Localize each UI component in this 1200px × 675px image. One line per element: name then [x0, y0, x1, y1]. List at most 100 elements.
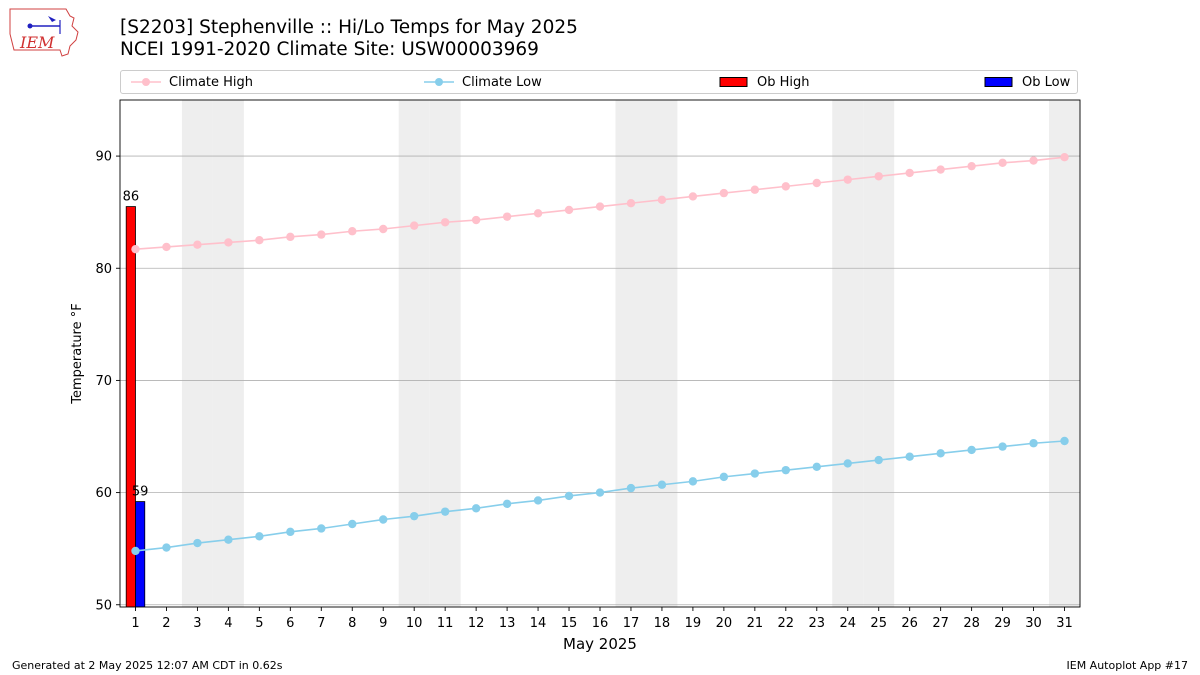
climate-low-point	[502, 499, 512, 509]
climate-low-point	[162, 543, 171, 552]
x-tick-label: 2	[162, 616, 170, 631]
climate-low-point	[843, 459, 852, 468]
weekend-shade	[615, 100, 647, 607]
climate-low-point	[224, 535, 233, 544]
x-tick-label: 15	[561, 616, 578, 631]
climate-low-point	[657, 480, 667, 489]
weekend-shade	[398, 100, 430, 607]
chart-subtitle: NCEI 1991-2020 Climate Site: USW00003969	[120, 39, 539, 60]
climate-low-point	[533, 496, 543, 505]
x-tick-label: 3	[193, 616, 201, 631]
legend-label-ob-low: Ob Low	[1022, 74, 1071, 90]
legend-marker-ob-low	[984, 77, 1013, 87]
x-tick-label: 24	[839, 616, 856, 631]
weekend-shade	[1049, 100, 1080, 607]
y-tick-label: 70	[95, 374, 112, 389]
climate-high-point	[688, 192, 698, 201]
legend-item-ob-low: Ob Low	[984, 71, 1070, 93]
climate-high-point	[750, 185, 760, 194]
x-tick-label: 19	[685, 616, 702, 631]
app-credit: IEM Autoplot App #17	[1066, 659, 1189, 672]
legend-item-climate-low: Climate Low	[424, 71, 542, 93]
climate-low-point	[626, 483, 636, 493]
x-tick-label: 10	[406, 616, 423, 631]
x-tick-label: 20	[716, 616, 733, 631]
climate-high-point	[812, 178, 821, 188]
generated-timestamp: Generated at 2 May 2025 12:07 AM CDT in …	[12, 659, 283, 672]
climate-low-point	[255, 532, 264, 541]
climate-high-point	[533, 209, 543, 218]
climate-high-point	[564, 205, 574, 215]
climate-low-point	[1029, 439, 1038, 448]
bar-label-ob-low: 59	[132, 485, 149, 500]
climate-high-point	[905, 168, 914, 178]
y-tick-label: 80	[95, 262, 112, 277]
climate-high-point	[379, 224, 388, 234]
climate-high-point	[162, 242, 171, 252]
iem-logo: IEM	[9, 8, 79, 57]
x-tick-label: 31	[1056, 616, 1073, 631]
chart-title: [S2203] Stephenville :: Hi/Lo Temps for …	[120, 17, 578, 38]
climate-low-point	[750, 469, 760, 478]
x-tick-label: 8	[348, 616, 356, 631]
x-tick-label: 16	[592, 616, 609, 631]
climate-high-point	[502, 212, 512, 221]
climate-high-point	[224, 238, 233, 247]
x-tick-label: 9	[379, 616, 387, 631]
bar-ob-high	[125, 206, 136, 607]
weekend-shade	[832, 100, 864, 607]
x-tick-label: 21	[747, 616, 764, 631]
climate-high-point	[781, 182, 791, 191]
climate-high-point	[193, 240, 202, 249]
climate-low-point	[967, 445, 976, 455]
climate-low-point	[379, 515, 388, 524]
x-tick-label: 12	[468, 616, 485, 631]
climate-high-point	[409, 221, 419, 230]
y-tick-label: 60	[95, 486, 112, 501]
climate-low-point	[317, 524, 326, 533]
climate-low-point	[812, 462, 821, 471]
y-tick-label: 50	[95, 598, 112, 613]
legend-marker-climate-high	[131, 78, 161, 86]
x-tick-label: 7	[317, 616, 325, 631]
climate-high-point	[317, 230, 326, 239]
x-tick-label: 28	[963, 616, 980, 631]
climate-low-point	[131, 546, 140, 556]
legend-label-climate-high: Climate High	[169, 74, 254, 90]
x-tick-label: 23	[809, 616, 826, 631]
weekend-shade	[646, 100, 678, 607]
legend-label-ob-high: Ob High	[757, 74, 810, 90]
legend-item-ob-high: Ob High	[719, 71, 810, 93]
climate-low-point	[348, 519, 357, 529]
bar-label-ob-high: 86	[123, 190, 140, 205]
weekend-shade	[212, 100, 244, 607]
plot-frame	[119, 99, 1081, 608]
climate-high-point	[440, 218, 450, 227]
x-tick-label: 13	[499, 616, 516, 631]
x-tick-label: 14	[530, 616, 547, 631]
x-tick-label: 22	[778, 616, 795, 631]
climate-low-point	[471, 504, 481, 513]
y-tick-label: 90	[95, 150, 112, 165]
climate-low-point	[409, 511, 419, 521]
x-tick-label: 27	[932, 616, 949, 631]
y-axis-label: Temperature °F	[70, 303, 85, 404]
weekend-shade	[181, 100, 213, 607]
x-tick-label: 25	[870, 616, 887, 631]
climate-high-point	[131, 244, 140, 254]
x-axis-label: May 2025	[563, 635, 637, 653]
logo-text: IEM	[19, 33, 55, 52]
climate-high-point	[874, 172, 883, 181]
climate-low-point	[193, 538, 202, 548]
climate-low-point	[1060, 436, 1069, 446]
weekend-shade	[863, 100, 895, 607]
x-tick-label: 11	[437, 616, 454, 631]
x-tick-label: 30	[1025, 616, 1042, 631]
climate-low-point	[874, 455, 883, 465]
climate-high-point	[719, 188, 729, 198]
climate-high-point	[936, 165, 945, 174]
climate-low-point	[998, 442, 1007, 451]
climate-high-point	[255, 236, 264, 245]
climate-low-point	[905, 452, 914, 461]
